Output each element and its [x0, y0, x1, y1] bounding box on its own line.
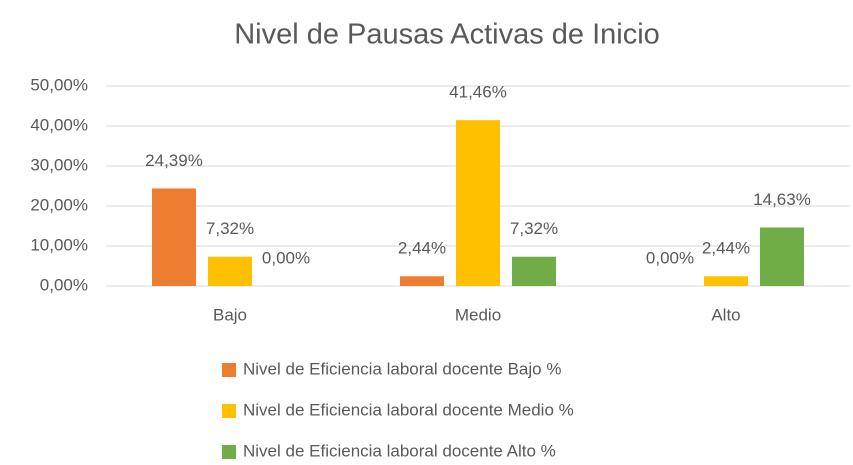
- bar: [456, 120, 500, 286]
- data-label: 41,46%: [449, 83, 507, 102]
- data-label: 14,63%: [753, 190, 811, 209]
- chart-title: Nivel de Pausas Activas de Inicio: [234, 19, 660, 51]
- legend-label: Nivel de Eficiencia laboral docente Bajo…: [243, 359, 561, 378]
- legend-swatch: [222, 404, 236, 418]
- legend-label: Nivel de Eficiencia laboral docente Medi…: [243, 400, 574, 419]
- x-tick-label: Alto: [711, 305, 740, 324]
- legend-swatch: [222, 363, 236, 377]
- y-tick-label: 40,00%: [30, 115, 88, 134]
- legend-swatch: [222, 445, 236, 459]
- data-label: 2,44%: [398, 239, 446, 258]
- bar: [208, 256, 252, 286]
- y-tick-label: 20,00%: [30, 195, 88, 214]
- bar: [152, 188, 196, 286]
- data-label: 24,39%: [145, 151, 203, 170]
- y-tick-label: 50,00%: [30, 75, 88, 94]
- bar: [512, 256, 556, 286]
- y-tick-label: 10,00%: [30, 235, 88, 254]
- bar: [760, 227, 804, 286]
- legend-label: Nivel de Eficiencia laboral docente Alto…: [243, 441, 556, 460]
- data-label: 7,32%: [510, 219, 558, 238]
- y-tick-label: 0,00%: [40, 275, 88, 294]
- bar: [400, 276, 444, 286]
- x-tick-label: Medio: [455, 305, 501, 324]
- y-tick-label: 30,00%: [30, 155, 88, 174]
- data-label: 7,32%: [206, 219, 254, 238]
- x-tick-label: Bajo: [213, 305, 247, 324]
- data-label: 0,00%: [262, 248, 310, 267]
- data-label: 0,00%: [646, 248, 694, 267]
- bar: [704, 276, 748, 286]
- data-label: 2,44%: [702, 239, 750, 258]
